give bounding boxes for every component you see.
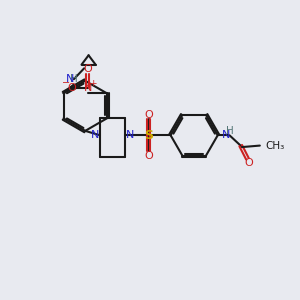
Text: +: + (89, 79, 97, 88)
Text: N: N (222, 130, 231, 140)
Text: N: N (66, 74, 74, 84)
Text: N: N (84, 83, 92, 93)
Text: H: H (226, 126, 233, 136)
Text: S: S (144, 129, 153, 142)
Text: O: O (144, 151, 153, 161)
Text: O: O (144, 110, 153, 120)
Text: O: O (244, 158, 253, 168)
Text: N: N (91, 130, 99, 140)
Text: −: − (62, 78, 70, 88)
Text: H: H (70, 74, 78, 84)
Text: CH₃: CH₃ (265, 141, 284, 151)
Text: N: N (126, 130, 134, 140)
Text: O: O (67, 83, 76, 93)
Text: O: O (83, 64, 92, 74)
